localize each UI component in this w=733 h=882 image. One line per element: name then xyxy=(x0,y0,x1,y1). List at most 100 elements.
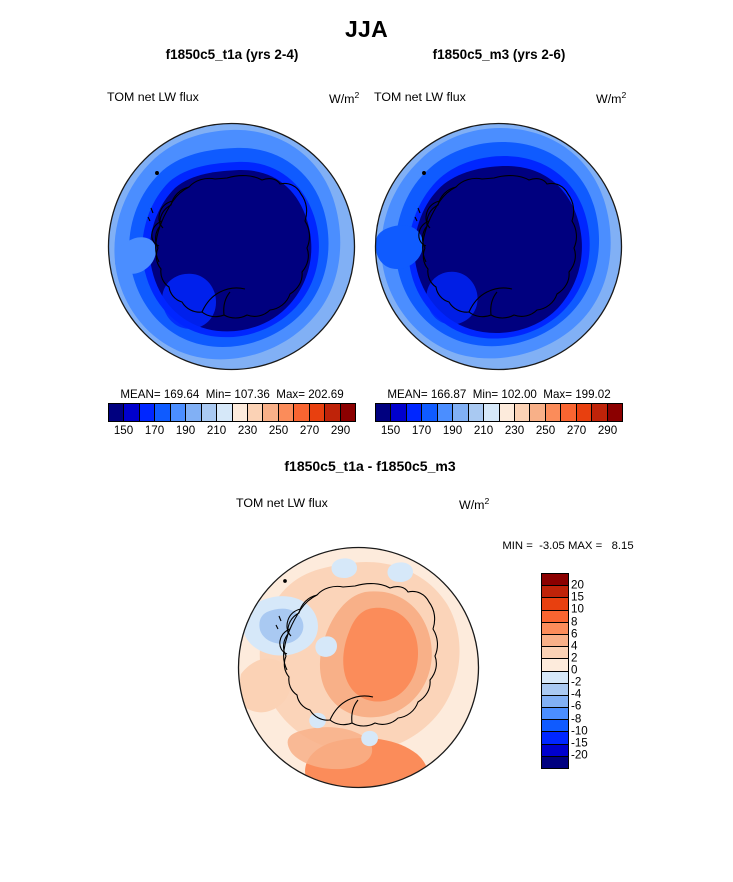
unit-exponent-right: 2 xyxy=(621,90,627,100)
colorbar-diff-swatch-11 xyxy=(542,708,568,721)
colorbar-tick-label: 290 xyxy=(597,424,618,437)
colorbar-tick-label: 250 xyxy=(535,424,556,437)
contour-fill-group-diff xyxy=(238,547,479,788)
colorbar-swatch-15 xyxy=(607,404,622,421)
colorbar-swatch-0 xyxy=(376,404,392,421)
colorbar-diff-tick-label: 15 xyxy=(571,590,584,604)
field-label-diff: TOM net LW flux xyxy=(236,496,328,510)
colorbar-diff-swatch-5 xyxy=(542,634,568,648)
map-outline-left xyxy=(107,122,356,371)
colorbar-difference xyxy=(541,573,569,769)
colorbar-diff-swatch-2 xyxy=(542,598,568,611)
colorbar-diff-swatch-7 xyxy=(542,659,568,672)
colorbar-swatch-8 xyxy=(499,404,515,421)
colorbar-diff-tick-label: 6 xyxy=(571,627,578,641)
colorbar-swatch-9 xyxy=(247,404,264,421)
stats-left: MEAN= 169.64 Min= 107.36 Max= 202.69 xyxy=(120,388,344,401)
colorbar-diff-tick-label: 2 xyxy=(571,651,578,665)
map-right-model xyxy=(374,122,623,371)
colorbar-swatch-4 xyxy=(437,404,454,421)
colorbar-swatch-12 xyxy=(561,404,577,421)
colorbar-tick-label: 250 xyxy=(268,424,289,437)
unit-label-right: W/m2 xyxy=(596,90,626,106)
colorbar-tick-label: 230 xyxy=(504,424,525,437)
field-label-right: TOM net LW flux xyxy=(374,90,466,104)
colorbar-tick-label: 150 xyxy=(113,424,134,437)
colorbar-swatch-7 xyxy=(217,404,233,421)
colorbar-swatch-3 xyxy=(155,404,171,421)
stats-right: MEAN= 166.87 Min= 102.00 Max= 199.02 xyxy=(387,388,611,401)
colorbar-diff-swatch-6 xyxy=(542,647,568,660)
colorbar-swatch-1 xyxy=(391,404,407,421)
colorbar-tick-label: 270 xyxy=(566,424,587,437)
panel-title-diff: f1850c5_t1a - f1850c5_m3 xyxy=(284,458,456,474)
colorbar-tick-label: 210 xyxy=(473,424,494,437)
colorbar-diff-swatch-10 xyxy=(542,695,568,709)
colorbar-swatch-10 xyxy=(263,404,279,421)
unit-exponent-left: 2 xyxy=(354,90,360,100)
colorbar-tick-label: 210 xyxy=(206,424,227,437)
colorbar-swatch-13 xyxy=(576,404,593,421)
colorbar-diff-swatch-12 xyxy=(542,720,568,733)
colorbar-swatch-14 xyxy=(592,404,608,421)
colorbar-diff-swatch-9 xyxy=(542,683,568,696)
colorbar-tick-label: 150 xyxy=(380,424,401,437)
colorbar-swatch-9 xyxy=(514,404,531,421)
colorbar-swatch-12 xyxy=(294,404,310,421)
coastline-diff xyxy=(275,579,438,727)
polar-map-svg-diff xyxy=(237,546,480,789)
colorbar-swatch-6 xyxy=(468,404,485,421)
colorbar-tick-label: 170 xyxy=(411,424,432,437)
colorbar-swatch-10 xyxy=(530,404,546,421)
colorbar-swatch-5 xyxy=(453,404,469,421)
colorbar-diff-tick-label: -10 xyxy=(571,724,588,738)
colorbar-tick-label: 290 xyxy=(330,424,351,437)
unit-label-diff: W/m2 xyxy=(459,496,489,512)
colorbar-tick-label: 190 xyxy=(442,424,463,437)
panel-title-right: f1850c5_m3 (yrs 2-6) xyxy=(432,47,566,62)
colorbar-swatch-3 xyxy=(422,404,438,421)
colorbar-diff-swatch-1 xyxy=(542,586,568,599)
colorbar-difference-labels: 20 15 10 8 6 4 2 0 -2 -4 -6 -8 -10 -15 -20 xyxy=(571,573,611,767)
unit-label-left: W/m2 xyxy=(329,90,359,106)
colorbar-swatch-0 xyxy=(109,404,125,421)
colorbar-swatch-4 xyxy=(170,404,187,421)
unit-exponent-diff: 2 xyxy=(484,496,490,506)
panel-title-left: f1850c5_t1a (yrs 2-4) xyxy=(165,47,299,62)
polar-map-svg-left xyxy=(107,122,356,371)
unit-text-diff: W/m xyxy=(459,498,485,513)
page-title: JJA xyxy=(344,16,389,42)
colorbar-diff-swatch-8 xyxy=(542,671,568,684)
colorbar-left xyxy=(108,403,356,422)
coastline-left xyxy=(147,171,310,319)
colorbar-swatch-2 xyxy=(139,404,156,421)
unit-text-right: W/m xyxy=(596,92,622,107)
colorbar-diff-tick-label: 0 xyxy=(571,663,578,677)
colorbar-diff-swatch-4 xyxy=(542,622,568,635)
colorbar-diff-tick-label: 4 xyxy=(571,639,578,653)
colorbar-right-labels: 150 170 190 210 230 250 270 290 xyxy=(375,424,623,440)
colorbar-diff-swatch-15 xyxy=(542,756,568,768)
colorbar-tick-label: 190 xyxy=(175,424,196,437)
colorbar-diff-swatch-3 xyxy=(542,610,568,623)
colorbar-tick-label: 230 xyxy=(237,424,258,437)
colorbar-diff-swatch-13 xyxy=(542,732,568,745)
colorbar-swatch-14 xyxy=(325,404,341,421)
colorbar-diff-tick-label: 20 xyxy=(571,578,584,592)
contour-fill-group-left xyxy=(108,123,355,370)
colorbar-tick-label: 270 xyxy=(299,424,320,437)
colorbar-diff-tick-label: -15 xyxy=(571,736,588,750)
colorbar-swatch-6 xyxy=(201,404,218,421)
colorbar-diff-tick-label: -4 xyxy=(571,687,582,701)
stats-diff: MIN = -3.05 MAX = 8.15 xyxy=(502,540,634,552)
field-label-left: TOM net LW flux xyxy=(107,90,199,104)
colorbar-swatch-7 xyxy=(484,404,500,421)
colorbar-swatch-2 xyxy=(406,404,423,421)
colorbar-swatch-15 xyxy=(340,404,355,421)
colorbar-swatch-5 xyxy=(186,404,202,421)
coastline-right xyxy=(414,171,577,319)
map-outline-right xyxy=(374,122,623,371)
colorbar-swatch-13 xyxy=(309,404,326,421)
colorbar-diff-tick-label: -6 xyxy=(571,699,582,713)
map-left-model xyxy=(107,122,356,371)
